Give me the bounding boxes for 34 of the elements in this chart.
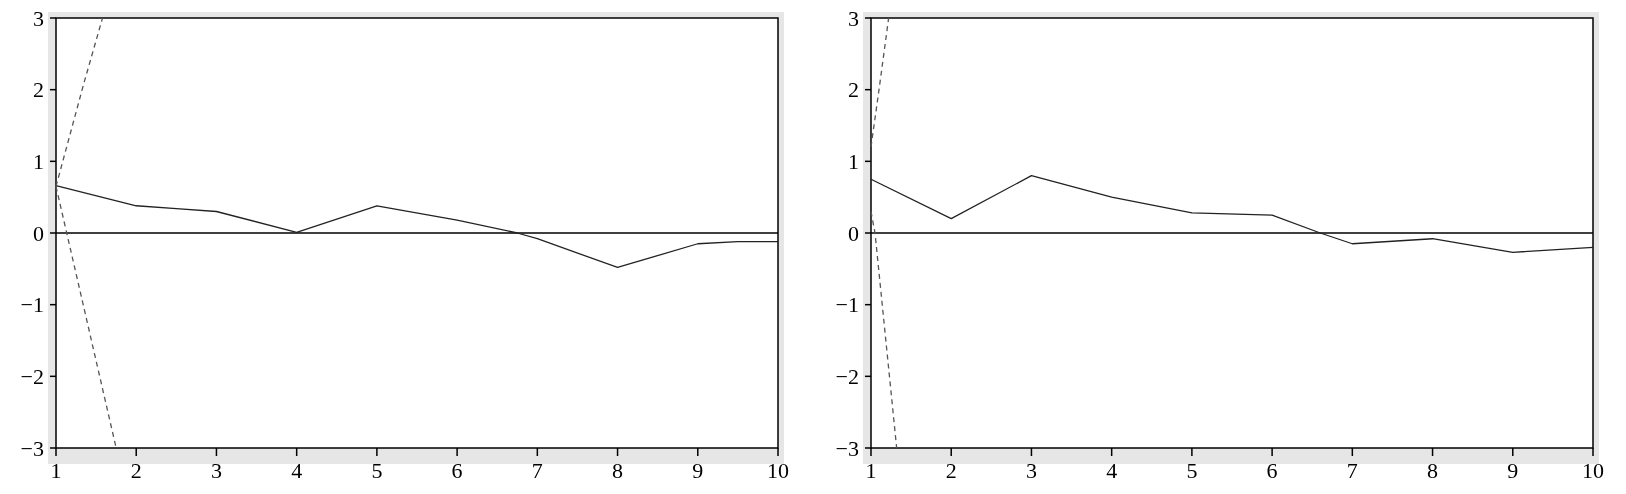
y-tick-label: 2 — [848, 77, 859, 103]
y-tick-label: −2 — [835, 364, 859, 390]
y-tick-label: 3 — [848, 5, 859, 31]
y-tick-label: 0 — [33, 220, 44, 246]
x-tick-label: 6 — [451, 458, 463, 483]
x-tick-label: 1 — [50, 458, 62, 483]
x-tick-label: 5 — [371, 458, 383, 483]
y-tick-label: −1 — [20, 292, 44, 318]
x-tick-label: 6 — [1266, 458, 1278, 483]
x-tick-label: 8 — [612, 458, 624, 483]
y-tick-label: −3 — [20, 435, 44, 461]
y-tick-label: −3 — [835, 435, 859, 461]
x-tick-label: 8 — [1427, 458, 1439, 483]
x-tick-label: 1 — [865, 458, 877, 483]
x-tick-label: 3 — [1025, 458, 1037, 483]
x-tick-label: 2 — [130, 458, 142, 483]
x-tick-label: 2 — [945, 458, 957, 483]
y-tick-label: −2 — [20, 364, 44, 390]
x-tick-label: 7 — [1346, 458, 1358, 483]
y-tick-label: 3 — [33, 5, 44, 31]
y-tick-label: −1 — [835, 292, 859, 318]
y-tick-label: 0 — [848, 220, 859, 246]
x-tick-label: 10 — [767, 458, 789, 483]
x-tick-label: 9 — [1507, 458, 1519, 483]
x-tick-label: 9 — [692, 458, 704, 483]
x-tick-label: 4 — [1106, 458, 1118, 483]
y-tick-label: 1 — [848, 149, 859, 175]
x-tick-label: 5 — [1186, 458, 1198, 483]
y-tick-label: 2 — [33, 77, 44, 103]
x-tick-label: 7 — [531, 458, 543, 483]
x-tick-label: 4 — [291, 458, 303, 483]
y-tick-label: 1 — [33, 149, 44, 175]
x-tick-label: 10 — [1582, 458, 1604, 483]
x-tick-label: 3 — [210, 458, 222, 483]
